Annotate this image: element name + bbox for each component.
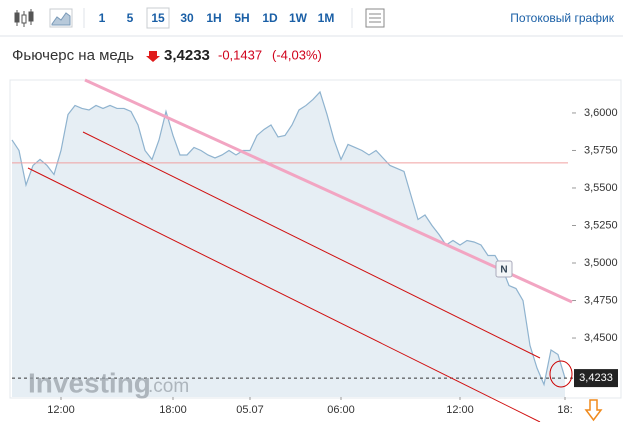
y-tick-label: 3,5500 (584, 182, 618, 194)
price-line (11, 90, 566, 387)
interval-button[interactable]: 5H (234, 11, 249, 25)
y-tick-label: 3,4500 (584, 332, 618, 344)
x-tick-label: 12:00 (446, 404, 474, 416)
change: -0,1437 (218, 47, 262, 62)
y-tick-label: 3,5000 (584, 257, 618, 269)
y-tick-label: 3,5750 (584, 144, 618, 156)
interval-button[interactable]: 15 (151, 11, 165, 25)
x-tick-label: 05.07 (236, 404, 264, 416)
interval-button[interactable]: 1W (289, 11, 308, 25)
toolbar (0, 0, 623, 36)
highlight-circle (549, 360, 573, 388)
x-tick-label: 06:00 (327, 404, 355, 416)
area (12, 91, 565, 398)
last-price-box (574, 369, 618, 388)
interval-button[interactable]: 1H (206, 11, 221, 25)
last-price-label: 3,4233 (579, 372, 613, 384)
watermark: Investing (28, 367, 151, 398)
news-marker[interactable] (495, 260, 513, 278)
interval-button[interactable]: 1D (262, 11, 278, 25)
news-marker-label: N (500, 265, 507, 276)
down-arrow (146, 51, 160, 62)
interval-button[interactable]: 30 (180, 11, 194, 25)
candle-icon[interactable] (14, 9, 34, 27)
stream-link[interactable]: Потоковый график (510, 11, 614, 25)
active-interval-box (146, 7, 170, 29)
watermark-suffix: .com (148, 376, 189, 397)
scroll-arrow[interactable] (584, 399, 603, 422)
interval-button[interactable]: 1 (99, 11, 106, 25)
area-icon[interactable] (49, 8, 73, 28)
trend-line (27, 167, 541, 422)
y-tick-label: 3,4750 (584, 294, 618, 306)
interval-button[interactable]: 5 (127, 11, 134, 25)
x-tick-label: 12:00 (47, 404, 75, 416)
trend-line (84, 78, 573, 304)
change-percent: (-4,03%) (272, 47, 322, 62)
trend-line (82, 131, 541, 359)
table-icon[interactable] (365, 8, 385, 28)
instrument-title: Фьючерс на медь (12, 47, 134, 64)
x-tick-label: 18: (557, 404, 572, 416)
interval-button[interactable]: 1M (318, 11, 335, 25)
price: 3,4233 (164, 47, 210, 64)
y-tick-label: 3,6000 (584, 107, 618, 119)
y-tick-label: 3,5250 (584, 219, 618, 231)
x-tick-label: 18:00 (159, 404, 187, 416)
